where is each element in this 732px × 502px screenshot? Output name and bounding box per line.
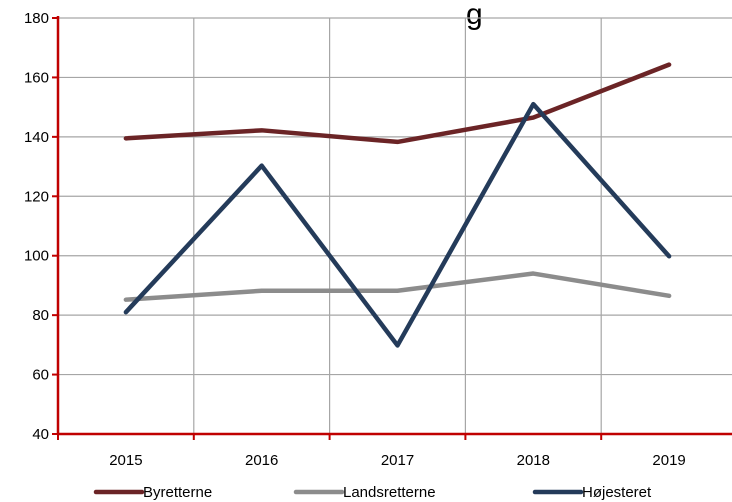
- y-tick-label: 160: [24, 69, 49, 86]
- x-tick-label-2018: 2018: [517, 452, 550, 469]
- series-lines: [123, 62, 672, 348]
- y-axis-ticks: 40 60 80 100 120 140 160 180: [24, 10, 58, 443]
- x-axis-ticks: 2015 2016 2017 2018 2019: [57, 434, 686, 469]
- x-tick-label-2016: 2016: [245, 452, 278, 469]
- legend-label-højesteret: Højesteret: [582, 484, 652, 501]
- y-tick-label: 140: [24, 129, 49, 146]
- x-tick-label-2015: 2015: [109, 452, 142, 469]
- x-tick-label-2019: 2019: [652, 452, 685, 469]
- y-tick-label: 180: [24, 10, 49, 27]
- x-tick-label-2017: 2017: [381, 452, 414, 469]
- legend: Byretterne Landsretterne Højesteret: [93, 484, 652, 501]
- legend-label-landsretterne: Landsretterne: [343, 484, 436, 501]
- y-tick-label: 80: [32, 307, 49, 324]
- y-tick-label: 60: [32, 367, 49, 384]
- y-tick-label: 120: [24, 188, 49, 205]
- y-tick-label: 100: [24, 248, 49, 265]
- y-tick-label: 40: [32, 426, 49, 443]
- series-line-byretterne: [123, 62, 672, 145]
- axes: [56, 16, 732, 436]
- grid-lines: [58, 17, 732, 434]
- legend-label-byretterne: Byretterne: [143, 484, 212, 501]
- chart-title-fragment: g: [466, 0, 483, 31]
- series-line-landsretterne: [123, 271, 672, 302]
- series-line-højesteret: [123, 101, 672, 348]
